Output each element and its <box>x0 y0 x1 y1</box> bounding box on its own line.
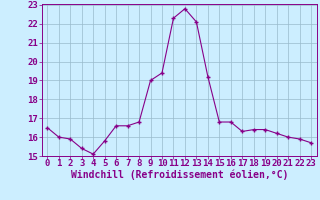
X-axis label: Windchill (Refroidissement éolien,°C): Windchill (Refroidissement éolien,°C) <box>70 170 288 180</box>
